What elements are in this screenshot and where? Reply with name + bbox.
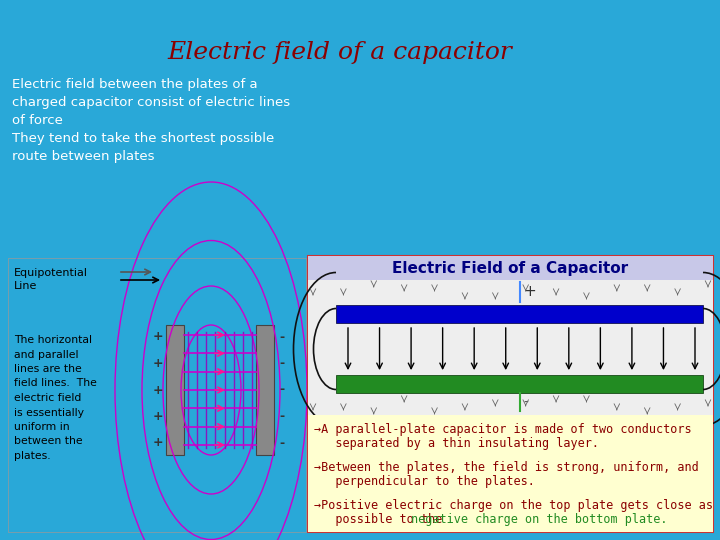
- Text: -: -: [279, 410, 284, 423]
- Text: charged capacitor consist of electric lines: charged capacitor consist of electric li…: [12, 96, 290, 109]
- Text: field lines.  The: field lines. The: [14, 379, 97, 388]
- Text: separated by a thin insulating layer.: separated by a thin insulating layer.: [314, 436, 599, 449]
- Text: Electric field between the plates of a: Electric field between the plates of a: [12, 78, 258, 91]
- Bar: [256, 325, 274, 455]
- Text: Electric Field of a Capacitor: Electric Field of a Capacitor: [392, 260, 629, 275]
- Text: of force: of force: [12, 114, 63, 127]
- Text: is essentially: is essentially: [14, 408, 84, 417]
- Bar: [308, 256, 713, 280]
- Text: -: -: [279, 383, 284, 396]
- Bar: [308, 280, 713, 415]
- Text: +: +: [153, 357, 163, 370]
- Bar: [336, 305, 703, 323]
- Text: +: +: [523, 285, 536, 300]
- Bar: [308, 256, 713, 532]
- Text: negative charge on the bottom plate.: negative charge on the bottom plate.: [411, 512, 667, 525]
- Text: →A parallel-plate capacitor is made of two conductors: →A parallel-plate capacitor is made of t…: [314, 422, 692, 435]
- Text: plates.: plates.: [14, 451, 50, 461]
- Text: route between plates: route between plates: [12, 150, 155, 163]
- Text: -: -: [279, 330, 284, 343]
- Text: They tend to take the shortest possible: They tend to take the shortest possible: [12, 132, 274, 145]
- Text: -: -: [279, 436, 284, 449]
- Text: +: +: [153, 330, 163, 343]
- Bar: [308, 415, 713, 532]
- Bar: [8, 258, 306, 532]
- Text: Line: Line: [14, 281, 37, 291]
- Text: uniform in: uniform in: [14, 422, 70, 432]
- Text: perpendicular to the plates.: perpendicular to the plates.: [314, 475, 535, 488]
- Text: -: -: [279, 357, 284, 370]
- Text: Electric field of a capacitor: Electric field of a capacitor: [168, 40, 513, 64]
- Text: +: +: [153, 410, 163, 423]
- Bar: [166, 325, 184, 455]
- Text: The horizontal: The horizontal: [14, 335, 92, 345]
- Bar: [336, 375, 703, 393]
- Text: possible to the: possible to the: [314, 512, 449, 525]
- Text: -: -: [523, 396, 528, 410]
- Text: Equipotential: Equipotential: [14, 268, 88, 278]
- Text: +: +: [153, 436, 163, 449]
- Text: →Positive electric charge on the top plate gets close as: →Positive electric charge on the top pla…: [314, 498, 713, 511]
- Text: and parallel: and parallel: [14, 349, 78, 360]
- Text: electric field: electric field: [14, 393, 81, 403]
- Text: lines are the: lines are the: [14, 364, 82, 374]
- Text: between the: between the: [14, 436, 83, 447]
- Text: →Between the plates, the field is strong, uniform, and: →Between the plates, the field is strong…: [314, 461, 698, 474]
- Text: +: +: [153, 383, 163, 396]
